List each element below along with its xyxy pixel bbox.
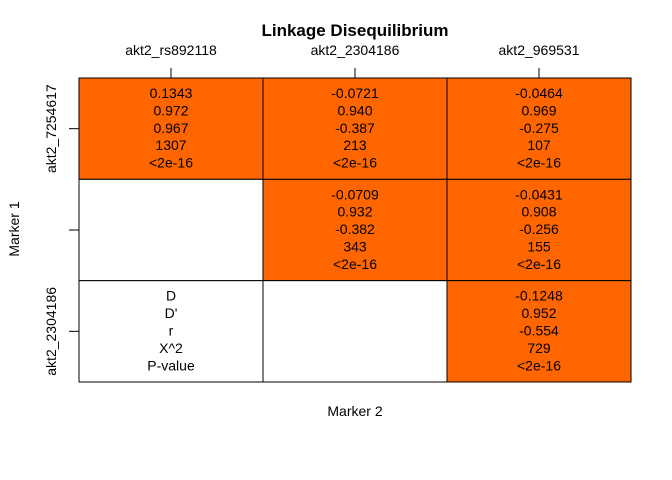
ld-cell	[446, 178, 632, 282]
ld-cell-value: D'	[165, 305, 178, 321]
ld-cell-value: 0.969	[521, 102, 556, 118]
ld-cell-value: r	[169, 322, 174, 338]
ld-cell-value: 0.972	[153, 102, 188, 118]
ld-cell-value: -0.387	[335, 120, 375, 136]
ld-cell	[262, 77, 448, 180]
ld-cell-value: 155	[527, 239, 551, 255]
ld-cell-value: 213	[343, 137, 367, 153]
x-tick-label: akt2_rs892118	[125, 42, 217, 58]
ld-cell-value: <2e-16	[517, 155, 561, 171]
ld-cell-value: -0.275	[519, 120, 559, 136]
axes: akt2_rs892118 akt2_2304186 akt2_969531 akt2…	[43, 42, 580, 376]
ld-cell-value: 0.908	[521, 204, 556, 220]
ld-cell	[262, 178, 448, 282]
ld-cell-value: <2e-16	[517, 256, 561, 272]
ld-cell-value: 0.967	[153, 120, 188, 136]
x-tick-label: akt2_969531	[499, 42, 580, 58]
ld-cell-value: -0.0721	[331, 85, 379, 101]
ld-cell-value: 1307	[155, 137, 186, 153]
ld-cell-value: 0.932	[337, 204, 372, 220]
ld-cell-value: 0.1343	[150, 85, 193, 101]
ld-cell-value: -0.1248	[515, 288, 563, 304]
ld-cell-value: -0.256	[519, 221, 559, 237]
ld-cell-value: P-value	[147, 357, 195, 373]
ld-cell-value: -0.0464	[515, 85, 563, 101]
ld-cell-value: -0.0431	[515, 186, 563, 202]
ld-cell	[78, 280, 264, 383]
ld-cell-value: -0.382	[335, 221, 375, 237]
ld-cell-value: 107	[527, 137, 551, 153]
ld-cell	[262, 280, 448, 383]
ld-cell-value: -0.554	[519, 322, 559, 338]
ld-cell-value: <2e-16	[149, 155, 193, 171]
ld-cell-value: <2e-16	[333, 256, 377, 272]
ld-cell-value: 0.940	[337, 102, 372, 118]
ld-cell-value: D	[166, 288, 176, 304]
x-axis-label: Marker 2	[327, 403, 382, 419]
ld-cell-value: -0.0709	[331, 186, 379, 202]
ld-cell-value: 343	[343, 239, 367, 255]
y-tick-label: akt2_7254617	[43, 84, 59, 173]
ld-cell	[78, 178, 264, 282]
y-tick-label: akt2_2304186	[43, 287, 59, 376]
x-tick-label: akt2_2304186	[311, 42, 400, 58]
ld-cell-value: <2e-16	[517, 357, 561, 373]
ld-cell-value: 0.952	[521, 305, 556, 321]
ld-cell-value: 729	[527, 340, 551, 356]
ld-cell-value: <2e-16	[333, 155, 377, 171]
ld-cell	[78, 77, 264, 180]
chart-title: Linkage Disequilibrium	[261, 21, 448, 40]
y-axis-label: Marker 1	[6, 201, 22, 256]
ld-cell-value: X^2	[159, 340, 183, 356]
